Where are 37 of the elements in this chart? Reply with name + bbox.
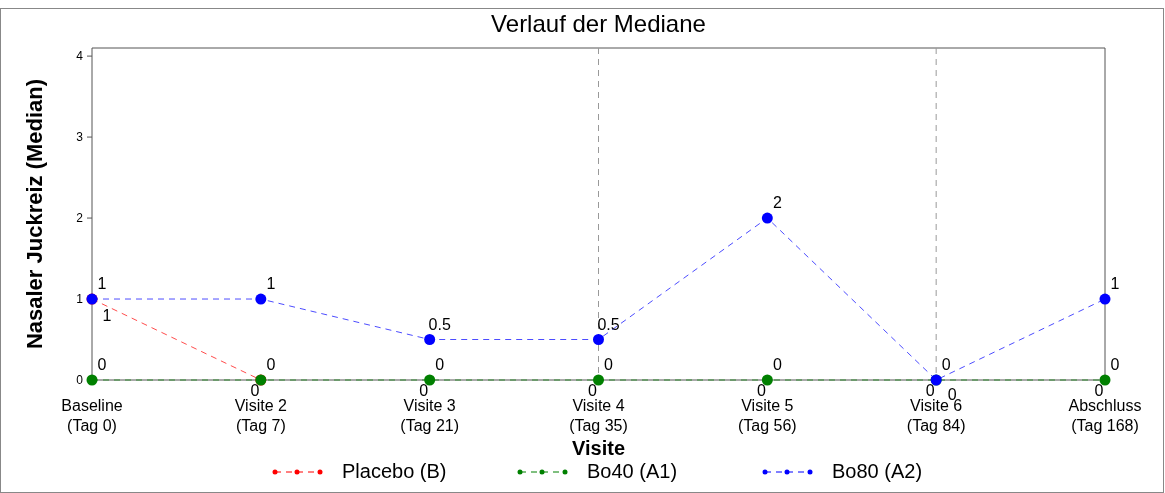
data-label: 1: [266, 275, 276, 293]
x-tick-label: Abschluss (Tag 168): [1068, 397, 1142, 434]
data-label: 0: [250, 382, 260, 399]
y-tick-label: 0: [76, 373, 84, 388]
data-label: 0.5: [597, 315, 620, 333]
annotation: 0: [435, 356, 445, 373]
x-tick-label: Baseline (Tag 0): [61, 397, 123, 434]
y-tick-label: 3: [76, 130, 84, 145]
data-label: 1: [97, 275, 107, 293]
annotation: 0: [604, 356, 614, 373]
annotation: 0: [772, 356, 782, 373]
y-tick-label: 1: [76, 292, 84, 307]
legend-label: Bo80 (A2): [832, 460, 923, 482]
y-axis-title: Nasaler Juckreiz (Median): [22, 78, 47, 350]
x-tick-label: Visite 2 (Tag 7): [234, 397, 288, 434]
data-label: 0: [1094, 382, 1104, 399]
x-axis-title: Visite: [572, 437, 625, 459]
chart-title: Verlauf der Mediane: [491, 10, 706, 37]
x-tick-label: Visite 4 (Tag 35): [569, 397, 628, 434]
data-label: 0: [941, 356, 951, 373]
annotation: 0: [1110, 356, 1120, 373]
x-tick-label: Visite 5 (Tag 56): [737, 397, 797, 434]
legend-label: Bo40 (A1): [587, 460, 678, 482]
data-label: 0: [588, 382, 598, 399]
data-label: 0: [97, 356, 107, 373]
data-label: 0: [266, 356, 276, 373]
data-label: 0.5: [428, 315, 451, 333]
data-label: 1: [1110, 275, 1120, 293]
data-label: 0: [419, 382, 429, 399]
y-tick-label: 2: [76, 211, 84, 226]
data-label: 0: [756, 382, 766, 399]
data-label: 0: [925, 382, 935, 399]
x-tick-label: Visite 3 (Tag 21): [400, 397, 460, 434]
legend-label: Placebo (B): [342, 460, 447, 482]
y-tick-label: 4: [76, 49, 84, 64]
data-label: 1: [102, 307, 112, 325]
data-label: 2: [772, 194, 782, 212]
